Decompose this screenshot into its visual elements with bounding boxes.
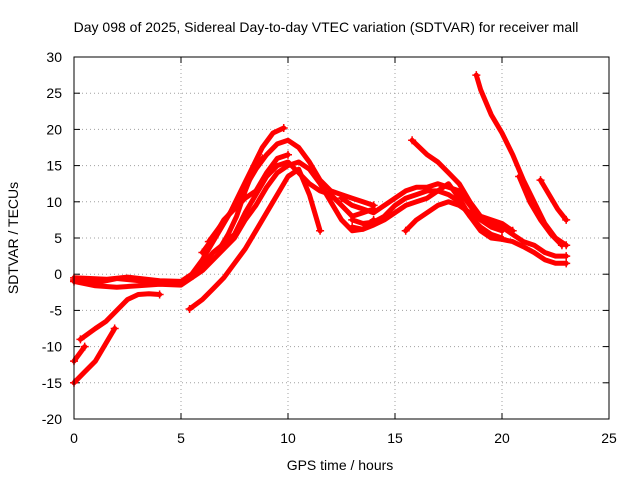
y-tick-label: 0: [54, 266, 62, 282]
plot-frame: [73, 56, 610, 420]
series-point-track-15-end: [508, 226, 517, 235]
series-point-track-7-end: [258, 154, 267, 163]
series-point-track-5-start: [198, 248, 207, 257]
chart-grid: [74, 57, 609, 419]
x-tick-label: 0: [70, 430, 78, 446]
x-tick-label: 10: [280, 430, 296, 446]
y-tick-label: 15: [46, 158, 62, 174]
y-tick-label: 25: [46, 85, 62, 101]
chart-title: Day 098 of 2025, Sidereal Day-to-day VTE…: [74, 19, 579, 35]
series-point-track-6-start: [204, 237, 213, 246]
series-point-track-18-start: [536, 176, 545, 185]
series-point-track-10-start: [76, 335, 85, 344]
series-line-track-9: [71, 344, 88, 364]
series-point-track-7-start: [215, 244, 224, 253]
series-point-track-4-end: [316, 226, 325, 235]
x-axis-ticks: 0 5 10 15 20 25: [70, 57, 617, 446]
x-tick-label: 5: [177, 430, 185, 446]
series-point-track-8-end: [110, 324, 119, 333]
x-tick-label: 20: [494, 430, 510, 446]
y-tick-label: 30: [46, 49, 62, 65]
series-point-track-15-start: [408, 136, 417, 145]
series-line-track-13: [349, 181, 569, 266]
x-axis-label: GPS time / hours: [287, 457, 394, 473]
series-point-track-12-start: [348, 215, 357, 224]
x-tick-label: 25: [601, 430, 617, 446]
series-point-track-16-start: [472, 71, 481, 80]
series-point-track-6-end: [279, 123, 288, 132]
y-tick-label: -10: [42, 339, 62, 355]
series-line-track-2: [71, 137, 377, 284]
y-tick-label: 20: [46, 121, 62, 137]
series-point-track-13-start: [348, 223, 357, 232]
series-point-track-9-end: [80, 342, 89, 351]
series-line-track-18: [538, 177, 569, 223]
series-line-track-6: [206, 125, 287, 245]
series-point-track-17-end: [557, 241, 566, 250]
series-point-track-11-start: [337, 194, 346, 203]
y-tick-label: -5: [50, 302, 63, 318]
series-point-track-14-start: [401, 226, 410, 235]
series-line-track-7: [217, 155, 265, 252]
series-point-track-4-start: [185, 304, 194, 313]
series-point-track-18-end: [562, 215, 571, 224]
series-line-track-17: [516, 174, 565, 248]
series-point-track-2-end: [369, 201, 378, 210]
series-point-track-10-end: [155, 290, 164, 299]
series-point-track-14-end: [562, 252, 571, 261]
series-line-track-15: [409, 137, 516, 234]
y-axis-label: SDTVAR / TECUs: [5, 182, 21, 294]
y-tick-label: 10: [46, 194, 62, 210]
series-line-track-10: [77, 291, 163, 342]
series-line-track-3: [71, 159, 377, 290]
series-line-track-8: [71, 326, 118, 386]
data-series-group: [70, 71, 571, 387]
y-tick-label: 5: [54, 230, 62, 246]
series-line-track-14: [403, 199, 569, 259]
series-point-track-17-start: [515, 172, 524, 181]
series-line-track-4: [187, 166, 323, 312]
x-tick-label: 15: [387, 430, 403, 446]
series-point-track-13-end: [562, 259, 571, 268]
y-tick-label: -15: [42, 375, 62, 391]
y-tick-label: -20: [42, 411, 62, 427]
series-point-track-5-end: [284, 150, 292, 159]
